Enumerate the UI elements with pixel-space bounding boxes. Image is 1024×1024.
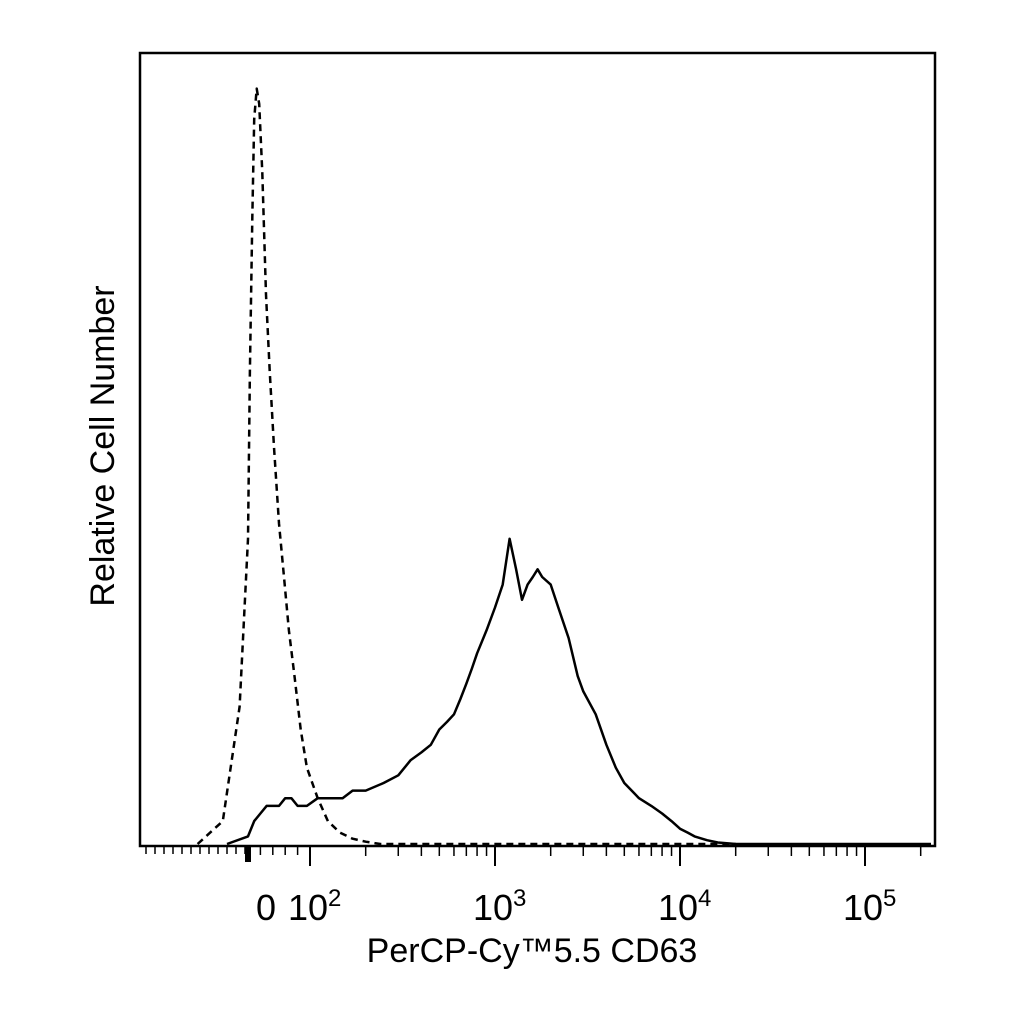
x-tick-label-base: 10 [658,887,698,928]
plot-frame [138,51,937,848]
x-tick-label: 102 [288,885,341,928]
x-axis-tick-labels: 0 102 103 104 105 [256,885,896,928]
x-tick-label-exponent: 5 [883,885,896,912]
x-tick-label-base: 10 [473,887,513,928]
y-axis-title: Relative Cell Number [84,285,122,606]
x-tick-label: 0 [256,887,276,928]
series-line-dashed [196,87,736,846]
x-tick-label: 104 [658,885,711,928]
x-tick-label-base: 10 [288,887,328,928]
x-tick-label-exponent: 3 [513,885,526,912]
x-tick-label-base: 10 [843,887,883,928]
x-tick-label: 103 [473,885,526,928]
x-axis-ticks [145,846,922,866]
x-tick-label: 105 [843,885,896,928]
x-tick-label-exponent: 2 [328,885,341,912]
x-tick-label-base: 0 [256,887,276,928]
series-line-solid [226,537,931,846]
x-tick-label-exponent: 4 [698,885,711,912]
series-layer [196,87,931,846]
x-axis-title: PerCP-Cy™5.5 CD63 [367,932,698,970]
